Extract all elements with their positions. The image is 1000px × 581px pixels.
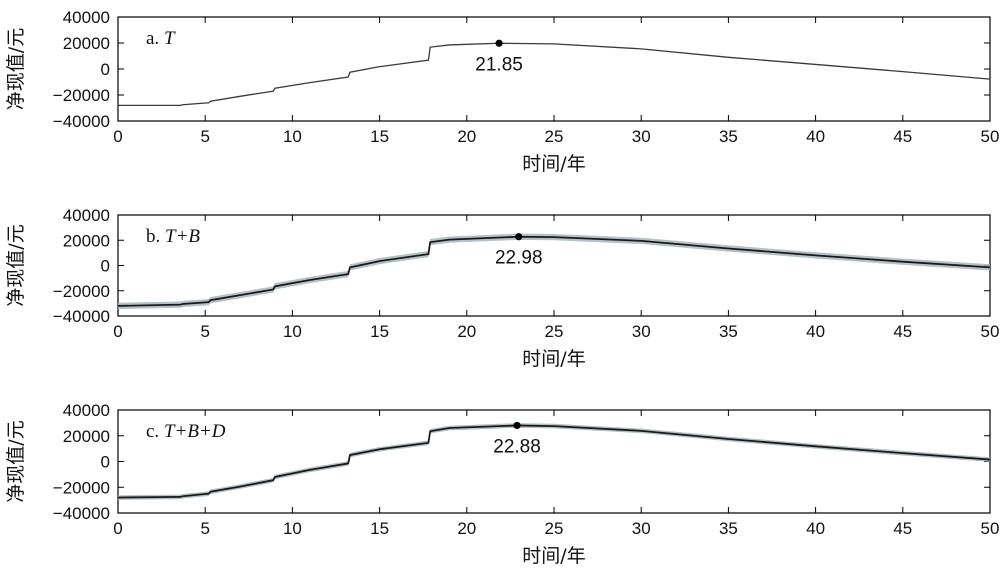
panel-label: b. T+B <box>146 226 200 247</box>
peak-point <box>513 421 521 430</box>
y-tick-label: −20000 <box>53 86 110 105</box>
x-tick-label: 45 <box>893 322 912 341</box>
x-tick-label: 0 <box>113 127 122 146</box>
x-tick-label: 15 <box>370 519 389 538</box>
x-tick-label: 25 <box>545 519 564 538</box>
x-tick-label: 50 <box>981 519 1000 538</box>
x-tick-label: 40 <box>806 322 825 341</box>
y-tick-label: −40000 <box>53 307 110 326</box>
x-tick-label: 25 <box>545 322 564 341</box>
peak-point <box>495 39 503 47</box>
x-tick-label: 45 <box>893 519 912 538</box>
y-axis-label: 净现值/元 <box>5 224 27 306</box>
y-tick-label: 0 <box>101 257 110 276</box>
confidence-band <box>118 423 990 500</box>
x-tick-label: 45 <box>893 127 912 146</box>
panel-c: 0 5 10 15 20 25 30 35 40 45 50 40000 20000 0 −20000 −40… <box>5 401 999 567</box>
peak-point <box>515 233 523 241</box>
y-axis-label: 净现值/元 <box>5 420 27 502</box>
x-tick-label: 10 <box>283 519 302 538</box>
x-tick-label: 50 <box>981 127 1000 146</box>
x-tick-label: 20 <box>457 519 476 538</box>
plot-frame <box>117 16 991 122</box>
x-tick-label: 25 <box>545 127 564 146</box>
confidence-band <box>118 233 990 310</box>
y-tick-label: 20000 <box>63 427 110 446</box>
x-tick-label: 0 <box>113 519 122 538</box>
y-tick-label: 0 <box>101 60 110 79</box>
plot-frame <box>117 214 991 317</box>
peak-label: 22.88 <box>493 436 541 457</box>
series-line <box>117 235 991 307</box>
x-tick-label: 30 <box>632 519 651 538</box>
x-axis-label: 时间/年 <box>522 545 585 567</box>
x-tick-label: 5 <box>200 519 209 538</box>
y-tick-label: 40000 <box>63 206 110 225</box>
peak-label: 22.98 <box>495 248 543 269</box>
x-tick-label: 35 <box>719 519 738 538</box>
y-tick-label: 20000 <box>63 231 110 250</box>
panel-label: c. T+B+D <box>146 421 226 442</box>
y-tick-label: 40000 <box>63 401 110 420</box>
x-tick-label: 20 <box>457 127 476 146</box>
x-tick-label: 35 <box>719 322 738 341</box>
x-tick-label: 15 <box>370 127 389 146</box>
x-axis-label: 时间/年 <box>522 153 585 175</box>
series-line <box>117 424 991 499</box>
x-tick-label: 40 <box>806 519 825 538</box>
y-tick-label: 20000 <box>63 34 110 53</box>
panel-b: 0 5 10 15 20 25 30 35 40 45 50 40000 20000 0 −20000 −40… <box>5 206 999 370</box>
x-tick-label: 10 <box>283 322 302 341</box>
x-tick-label: 5 <box>200 127 209 146</box>
x-tick-label: 40 <box>806 127 825 146</box>
y-axis-label: 净现值/元 <box>5 28 27 110</box>
x-tick-label: 50 <box>981 322 1000 341</box>
x-tick-label: 35 <box>719 127 738 146</box>
x-tick-label: 30 <box>632 127 651 146</box>
x-axis-label: 时间/年 <box>522 348 585 370</box>
y-tick-label: 40000 <box>63 8 110 27</box>
series-line <box>118 42 991 107</box>
y-tick-label: −40000 <box>53 112 110 131</box>
x-tick-label: 30 <box>632 322 651 341</box>
x-tick-label: 5 <box>200 322 209 341</box>
panel-a: 0 5 10 15 20 25 30 35 40 45 50 40000 20000 0 −20000 −40… <box>5 8 999 175</box>
peak-label: 21.85 <box>475 54 523 75</box>
x-tick-label: 20 <box>457 322 476 341</box>
x-tick-label: 10 <box>283 127 302 146</box>
x-tick-label: 15 <box>370 322 389 341</box>
y-tick-label: 0 <box>101 453 110 472</box>
panel-label: a. T <box>146 28 176 49</box>
y-tick-label: −20000 <box>53 478 110 497</box>
y-tick-label: −20000 <box>53 282 110 301</box>
x-tick-label: 0 <box>113 322 122 341</box>
y-tick-label: −40000 <box>53 504 110 523</box>
